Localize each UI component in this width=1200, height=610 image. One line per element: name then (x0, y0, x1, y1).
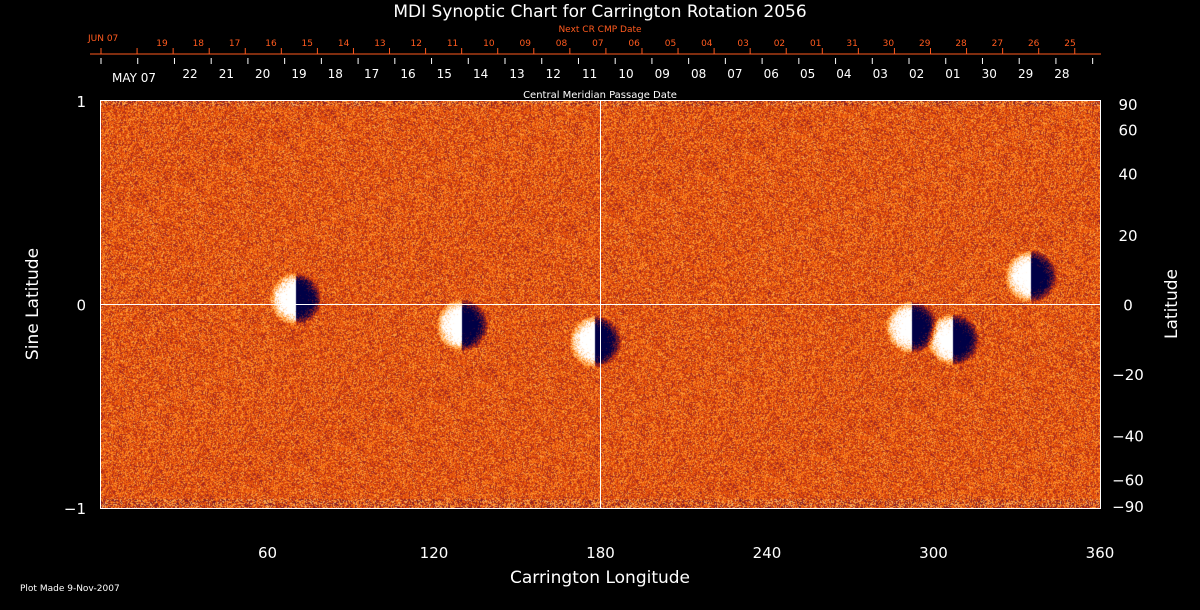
cmp-date-label: 30 (982, 67, 997, 81)
x-tick-label: 60 (258, 544, 277, 562)
cmp-date-label: 22 (182, 67, 197, 81)
next-cr-date-label: 29 (919, 39, 931, 49)
next-cr-date-label: 09 (519, 39, 531, 49)
cmp-date-label: 15 (437, 67, 452, 81)
cmp-date-axis: 22 21 20 19 18 17 16 15 14 13 12 11 10 09 08 07 06 05 04 03… (100, 58, 1094, 81)
cmp-date-label: 05 (800, 67, 815, 81)
next-cr-date-label: 27 (992, 39, 1003, 49)
lat-tick-label: −20 (1112, 366, 1144, 384)
next-cr-date-label: 30 (883, 39, 895, 49)
cmp-date-label: 29 (1018, 67, 1033, 81)
cmp-date-label: 06 (764, 67, 779, 81)
cmp-date-label: 16 (400, 67, 415, 81)
x-tick-label: 120 (420, 544, 449, 562)
x-tick-label: 300 (919, 544, 948, 562)
next-cr-date-label: 26 (1028, 39, 1040, 49)
x-tick-label: 180 (586, 544, 615, 562)
lat-tick-label: 20 (1118, 227, 1137, 245)
next-cr-date-label: 17 (229, 39, 240, 49)
y-tick-label: 1 (76, 93, 86, 111)
next-cr-date-label: 12 (411, 39, 422, 49)
chart-title: MDI Synoptic Chart for Carrington Rotati… (393, 2, 806, 22)
cmp-date-label: 14 (473, 67, 488, 81)
y-axis-label: Sine Latitude (23, 248, 43, 360)
cmp-date-label: 03 (873, 67, 888, 81)
next-cr-date-label: 28 (955, 39, 967, 49)
cmp-axis-label: Central Meridian Passage Date (523, 90, 677, 101)
cmp-date-label: 02 (909, 67, 924, 81)
y-tick-label: 0 (76, 297, 86, 315)
plot-made-note: Plot Made 9-Nov-2007 (20, 584, 120, 594)
lat-tick-label: −60 (1112, 472, 1144, 490)
next-cr-date-label: 06 (628, 39, 640, 49)
cmp-date-label: 18 (328, 67, 343, 81)
next-cr-date-label: 16 (265, 39, 277, 49)
next-cr-date-label: 02 (774, 39, 785, 49)
cmp-date-label: 10 (618, 67, 633, 81)
next-cr-date-label: 11 (447, 39, 458, 49)
y-axis-right-label: Latitude (1162, 269, 1182, 339)
next-cr-start-label: JUN 07 (87, 34, 118, 44)
cmp-date-label: 07 (727, 67, 742, 81)
next-cr-date-label: 07 (592, 39, 603, 49)
cmp-date-label: 20 (255, 67, 270, 81)
y-tick-label: −1 (64, 500, 86, 518)
cmp-date-label: 01 (945, 67, 960, 81)
cmp-date-label: 19 (291, 67, 306, 81)
next-cr-date-label: 13 (374, 39, 385, 49)
cmp-date-label: 17 (364, 67, 379, 81)
next-cr-date-label: 08 (556, 39, 568, 49)
lat-tick-label: 0 (1123, 297, 1133, 315)
next-cr-date-label: 05 (665, 39, 676, 49)
next-cr-date-label: 18 (193, 39, 205, 49)
next-cr-date-label: 31 (846, 39, 857, 49)
next-cr-axis: 19 18 17 16 15 14 13 12 11 10 09 08 07 06 05 04 03 02 01 31… (100, 39, 1076, 54)
cmp-date-label: 11 (582, 67, 597, 81)
cmp-date-label: 28 (1054, 67, 1069, 81)
cmp-date-label: 13 (509, 67, 524, 81)
next-cr-date-label: 01 (810, 39, 821, 49)
cmp-date-label: 21 (219, 67, 234, 81)
next-cr-date-label: 03 (737, 39, 748, 49)
lat-tick-label: −90 (1112, 498, 1144, 516)
x-axis-label: Carrington Longitude (510, 568, 690, 588)
next-cr-date-label: 04 (701, 39, 713, 49)
cmp-date-label: 04 (836, 67, 851, 81)
next-cr-date-label: 25 (1064, 39, 1075, 49)
cmp-date-label: 09 (655, 67, 670, 81)
lat-tick-label: 90 (1118, 96, 1137, 114)
next-cr-date-label: 14 (338, 39, 350, 49)
lat-tick-label: 40 (1118, 166, 1137, 184)
x-tick-label: 360 (1086, 544, 1115, 562)
cmp-start-label: MAY 07 (112, 71, 156, 85)
magnetogram-heatmap (101, 101, 1100, 508)
lat-tick-label: −40 (1112, 427, 1144, 445)
next-cr-date-label: 10 (483, 39, 495, 49)
cmp-date-label: 08 (691, 67, 706, 81)
next-cr-date-label: 15 (302, 39, 313, 49)
lat-tick-label: 60 (1118, 121, 1137, 139)
next-cr-date-label: 19 (156, 39, 168, 49)
cmp-date-label: 12 (546, 67, 561, 81)
next-cr-axis-label: Next CR CMP Date (558, 25, 642, 35)
x-tick-label: 240 (753, 544, 782, 562)
